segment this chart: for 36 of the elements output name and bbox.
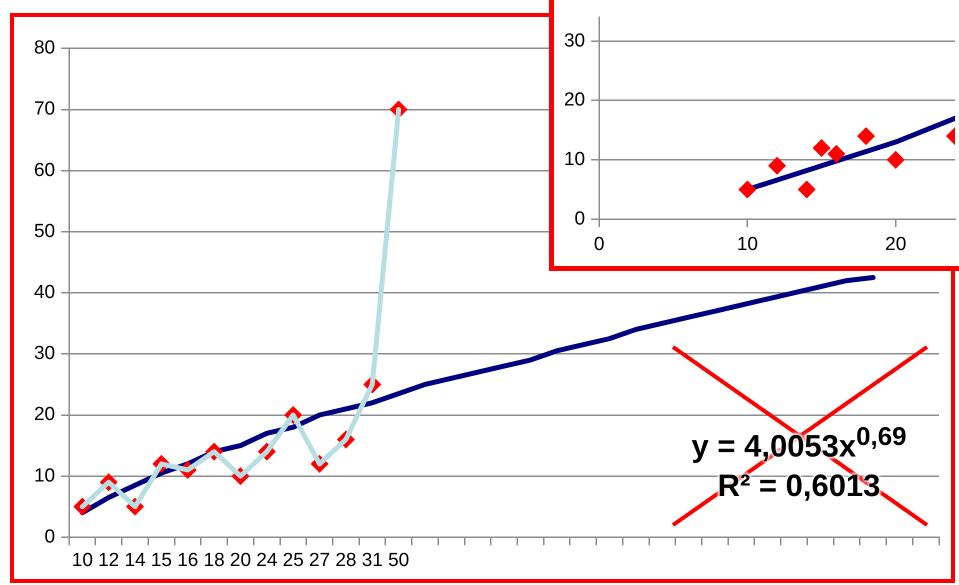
x-tick-label: 14 — [124, 550, 146, 571]
x-tick-label: 50 — [388, 550, 410, 571]
point — [857, 127, 876, 146]
y-tick-label: 20 — [564, 90, 586, 111]
x-tick-label: 15 — [150, 550, 172, 571]
x-tick-label: 25 — [282, 550, 304, 571]
x-tick-label: 28 — [335, 550, 356, 571]
point — [768, 156, 786, 175]
point — [738, 180, 756, 199]
y-tick-label: 40 — [34, 282, 56, 304]
x-tick-label: 12 — [98, 550, 120, 571]
x-tick-label: 10 — [736, 234, 758, 255]
point — [812, 138, 831, 157]
y-tick-label: 20 — [34, 404, 56, 426]
x-tick-label: 31 — [362, 550, 383, 571]
x-tick-label: 20 — [885, 234, 906, 255]
y-tick-label: 0 — [44, 526, 56, 548]
y-tick-label: 60 — [34, 160, 56, 181]
y-tick-label: 10 — [34, 465, 56, 486]
x-tick-label: 18 — [204, 550, 225, 571]
point — [886, 150, 905, 169]
y-tick-label: 30 — [564, 30, 586, 52]
y-tick-label: 0 — [574, 208, 586, 230]
y-tick-label: 10 — [564, 149, 586, 170]
x-tick-label: 27 — [308, 550, 330, 571]
y-tick-label: 30 — [34, 343, 56, 364]
y-tick-label: 70 — [34, 98, 56, 120]
point — [827, 144, 846, 163]
x-tick-label: 10 — [72, 550, 93, 571]
point — [798, 180, 816, 199]
x-tick-label: 0 — [594, 234, 604, 255]
x-tick-label: 16 — [177, 550, 198, 571]
x-tick-label: 24 — [256, 550, 278, 571]
x-tick-label: 20 — [230, 550, 252, 571]
y-tick-label: 80 — [34, 38, 56, 59]
y-tick-label: 50 — [34, 220, 56, 242]
